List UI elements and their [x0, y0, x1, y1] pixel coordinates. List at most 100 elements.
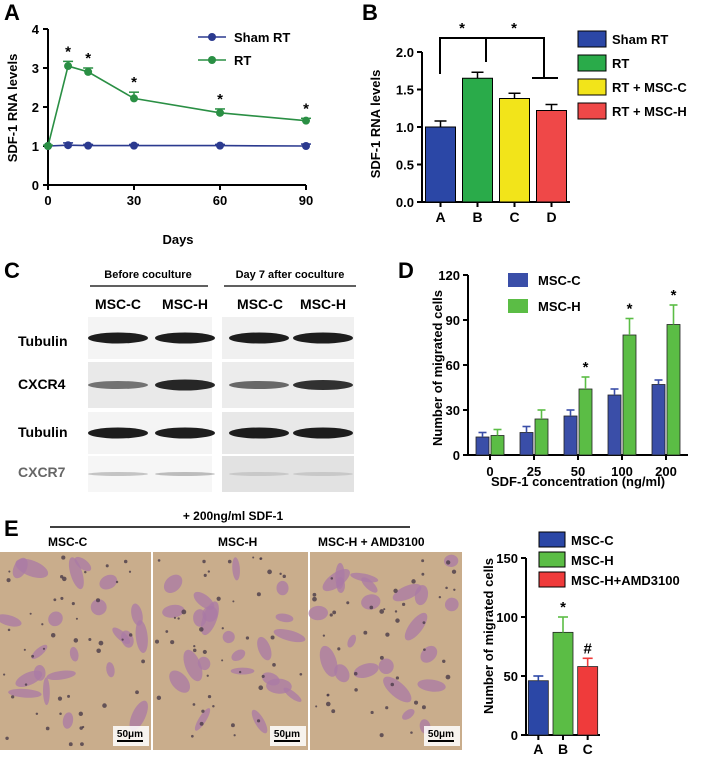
- blot-sample-3: MSC-C: [237, 296, 283, 312]
- micrograph-pore: [337, 647, 341, 651]
- panel-e-xtick-label: A: [533, 741, 543, 757]
- micrograph-pore: [128, 570, 132, 573]
- micrograph-pore: [207, 570, 211, 573]
- panel-e-ytick-label: 50: [504, 669, 518, 684]
- panel-b-bar-D: [536, 110, 567, 203]
- panel-d-significance: *: [583, 359, 589, 376]
- micrograph-pore: [157, 559, 161, 562]
- micrograph-pore: [23, 648, 26, 651]
- micrograph-pore: [421, 559, 425, 563]
- panel-d-ytick-label: 0: [453, 448, 460, 463]
- panel-d-ytick-label: 60: [446, 358, 460, 373]
- panel-d-xtick-label: 25: [527, 464, 541, 479]
- micrograph-cell: [231, 649, 246, 662]
- micrograph-pore: [256, 719, 261, 723]
- micrograph-pore: [193, 644, 196, 648]
- micrograph-pore: [11, 695, 15, 699]
- micrograph-pore: [45, 726, 50, 731]
- micrograph-cell: [257, 636, 272, 661]
- blot-cxcr4-after-band: [293, 380, 353, 390]
- blot-tubulin2-after-band: [293, 427, 353, 439]
- panel-a-ylabel: SDF-1 RNA levels: [5, 54, 20, 163]
- micrograph-pore: [326, 693, 330, 697]
- panel-e-legend-label: MSC-C: [571, 533, 614, 548]
- micrograph-cell: [74, 556, 92, 572]
- panel-a-series-line-1: [47, 65, 307, 147]
- panel-a-significance: *: [65, 43, 71, 60]
- panel-a-xtick-label: 30: [127, 193, 141, 208]
- micrograph-pore: [24, 683, 28, 686]
- micrograph-pore: [270, 635, 275, 640]
- micrograph-pore: [445, 586, 448, 590]
- panel-e-legend-label: MSC-H+AMD3100: [571, 573, 680, 588]
- micrograph-cell: [222, 630, 235, 644]
- micrograph-pore: [135, 690, 139, 695]
- blot-cxcr4-after-band: [229, 381, 289, 389]
- blot-header-after: Day 7 after coculture: [236, 269, 345, 281]
- micrograph-pore: [84, 570, 87, 574]
- panel-d-significance: *: [627, 301, 633, 318]
- blot-cxcr7-after-band: [293, 472, 353, 476]
- micrograph-pore: [252, 556, 255, 559]
- blot-tubulin-after-band: [229, 332, 289, 344]
- micrograph-pore: [272, 663, 276, 667]
- micrograph-pore: [59, 712, 62, 715]
- micrograph-cell: [392, 583, 422, 602]
- micrograph-cell: [402, 709, 415, 720]
- panel-b-bar-C: [499, 98, 530, 203]
- panel-b-legend-label: RT + MSC-C: [612, 80, 687, 95]
- micrograph-pore: [402, 602, 406, 606]
- panel-d-bar-50-1: [578, 388, 593, 456]
- micrograph-cell: [200, 601, 219, 636]
- panel-e-legend: MSC-C MSC-H MSC-H+AMD3100: [538, 531, 680, 588]
- panel-a-ytick-label: 1: [32, 139, 39, 154]
- panel-a-significance: *: [303, 100, 309, 117]
- micrograph-pore: [369, 605, 374, 610]
- micrograph-cell: [308, 605, 329, 621]
- panel-b-legend-swatch: [577, 102, 607, 120]
- panel-e-bar-C: [577, 666, 599, 736]
- panel-e-significance: *: [560, 599, 566, 616]
- micro-label-2: MSC-H: [218, 535, 257, 549]
- micrograph-pore: [60, 596, 64, 600]
- blot-row-tubulin-2: Tubulin: [18, 424, 68, 440]
- micrograph-pore: [53, 598, 57, 602]
- micrograph-pore: [192, 703, 196, 706]
- panel-a-significance: *: [131, 74, 137, 91]
- micrograph-pore: [68, 742, 73, 747]
- panel-a-ytick-label: 4: [32, 22, 40, 37]
- micrograph-cell: [46, 670, 76, 680]
- panel-e-xtick-label: C: [583, 741, 593, 757]
- micrograph-cell: [194, 708, 211, 731]
- micrograph-pore: [445, 674, 451, 680]
- micrograph-pore: [8, 570, 11, 573]
- micrograph-pore: [193, 648, 197, 653]
- micrograph-pore: [238, 670, 242, 674]
- micrograph-cell: [106, 662, 115, 678]
- panel-d-ytick-label: 30: [446, 403, 460, 418]
- panel-a-legend-sham: Sham RT: [234, 30, 290, 45]
- micrograph-pore: [331, 709, 336, 714]
- micrograph-pore: [261, 674, 265, 678]
- micrograph-pore: [453, 588, 456, 591]
- micrograph-pore: [423, 648, 426, 652]
- micrograph-pore: [245, 636, 250, 640]
- panel-b-legend-label: RT: [612, 56, 629, 71]
- micrograph-pore: [202, 559, 206, 564]
- panel-b-label: B: [362, 0, 378, 25]
- panel-d-bar-100-0: [607, 394, 622, 456]
- micrograph-pore: [199, 627, 204, 632]
- micrograph-cell: [0, 614, 22, 627]
- micrograph-cell: [276, 580, 289, 596]
- micrograph-pore: [379, 609, 385, 614]
- blot-sample-1: MSC-C: [95, 296, 141, 312]
- panel-a-xlabel: Days: [162, 232, 193, 247]
- micrograph-cell: [383, 676, 412, 703]
- micrograph-cell: [69, 646, 79, 662]
- micrograph-cell: [319, 645, 338, 677]
- panel-d-bar-chart: D 0 30 60 90 120 0 25 50 100 200 * * * SDF-1 concent…: [398, 258, 688, 489]
- panel-b-star-2: *: [511, 20, 517, 37]
- blot-cxcr7-before-band: [155, 472, 215, 476]
- micrograph-pore: [385, 706, 389, 710]
- blot-tubulin-before-band: [88, 332, 148, 344]
